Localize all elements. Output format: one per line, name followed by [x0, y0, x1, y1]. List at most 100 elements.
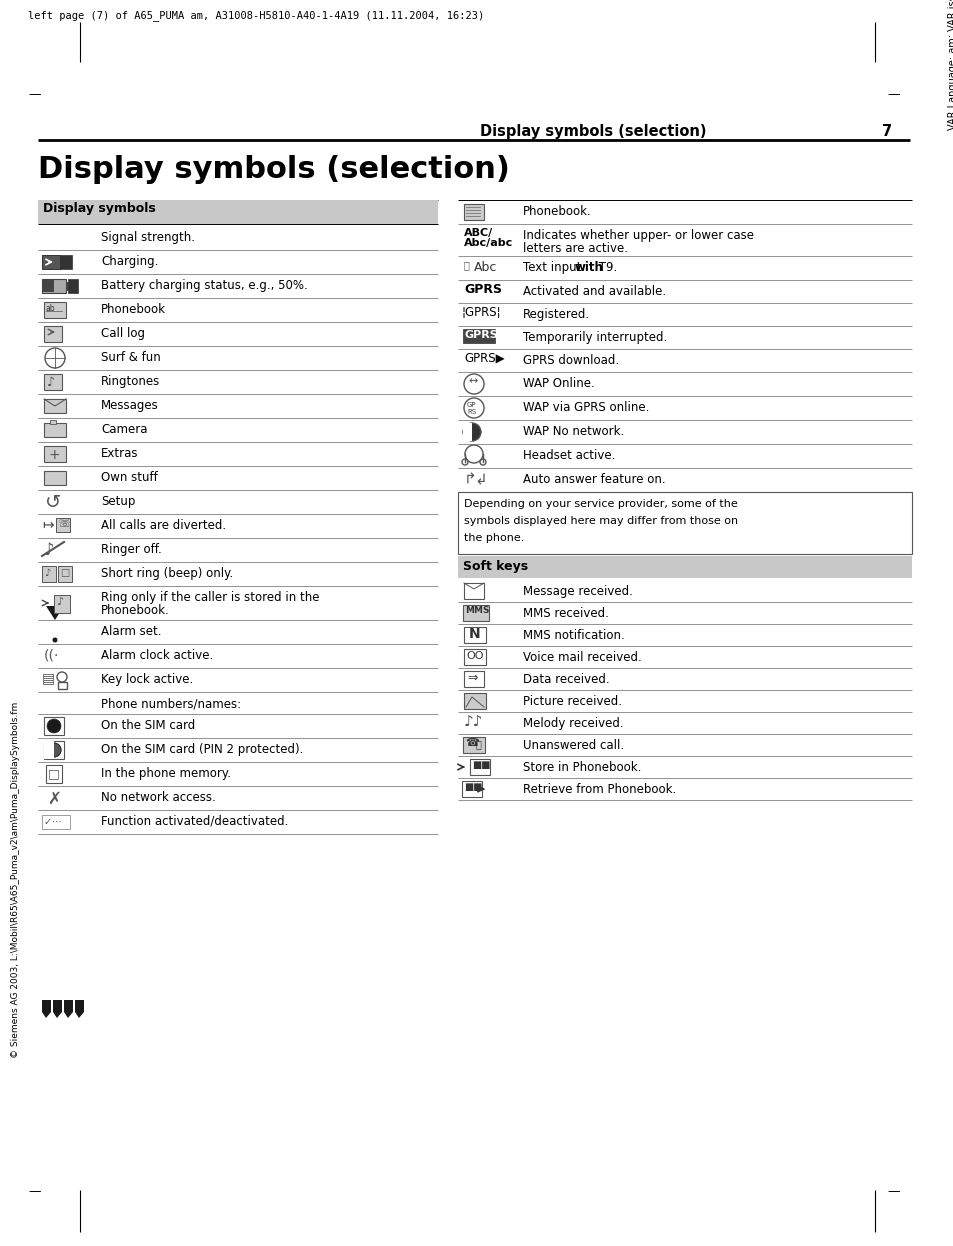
Bar [463, 693, 485, 709]
Text: Battery charging status, e.g., 50%.: Battery charging status, e.g., 50%. [101, 279, 308, 292]
Text: ⧗: ⧗ [476, 739, 481, 749]
Text: letters are active.: letters are active. [522, 242, 627, 255]
Text: □: □ [60, 568, 70, 578]
Text: ⓣ: ⓣ [463, 260, 470, 270]
Bar [462, 422, 472, 441]
Text: GP: GP [467, 402, 476, 407]
Text: Alarm clock active.: Alarm clock active. [101, 649, 213, 662]
Bar [68, 279, 78, 293]
Text: Text input: Text input [522, 260, 584, 274]
Text: Ring only if the caller is stored in the: Ring only if the caller is stored in the [101, 591, 319, 604]
Bar [58, 682, 67, 689]
Text: ↱: ↱ [463, 472, 476, 487]
Bar [44, 446, 66, 462]
Text: Abc: Abc [474, 260, 497, 274]
Text: Phonebook.: Phonebook. [522, 206, 591, 218]
Text: Phonebook: Phonebook [101, 303, 166, 316]
Text: WAP Online.: WAP Online. [522, 378, 594, 390]
Text: Soft keys: Soft keys [462, 559, 528, 573]
Bar [462, 606, 489, 621]
Text: Key lock active.: Key lock active. [101, 673, 193, 687]
Text: Retrieve from Phonebook.: Retrieve from Phonebook. [522, 782, 676, 796]
Bar [43, 280, 54, 292]
Text: GPRS▶: GPRS▶ [463, 353, 504, 365]
Bar [470, 759, 490, 775]
Text: GPRS: GPRS [463, 283, 501, 297]
Text: ((·: ((· [44, 648, 59, 662]
Bar [463, 583, 483, 599]
Bar [66, 282, 69, 290]
Text: —: — [28, 1185, 40, 1197]
Text: All calls are diverted.: All calls are diverted. [101, 520, 226, 532]
Text: ☏: ☏ [57, 520, 71, 530]
Bar [42, 255, 60, 269]
Circle shape [47, 743, 61, 758]
Text: Camera: Camera [101, 422, 148, 436]
Text: with: with [575, 260, 603, 274]
Text: GPRS download.: GPRS download. [522, 354, 618, 368]
Text: left page (7) of A65_PUMA am, A31008-H5810-A40-1-4A19 (11.11.2004, 16:23): left page (7) of A65_PUMA am, A31008-H58… [28, 10, 484, 21]
Text: Headset active.: Headset active. [522, 449, 615, 462]
Text: Surf & fun: Surf & fun [101, 351, 161, 364]
Text: © Siemens AG 2003, L:\Mobil\R65\A65_Puma_v2\am\Puma_DisplaySymbols.fm: © Siemens AG 2003, L:\Mobil\R65\A65_Puma… [11, 701, 20, 1058]
Bar [46, 765, 62, 782]
Text: ♪♪: ♪♪ [463, 715, 483, 730]
Bar [42, 279, 66, 293]
Text: ♪: ♪ [44, 541, 54, 559]
Circle shape [52, 638, 57, 643]
Bar [56, 518, 70, 532]
Text: ☎: ☎ [464, 738, 478, 748]
Text: ↔: ↔ [468, 376, 476, 386]
Text: ✗: ✗ [47, 790, 61, 807]
Text: Voice mail received.: Voice mail received. [522, 650, 641, 664]
Text: On the SIM card (PIN 2 protected).: On the SIM card (PIN 2 protected). [101, 743, 303, 756]
Text: Extras: Extras [101, 447, 138, 460]
Bar [44, 326, 62, 341]
Text: MMS received.: MMS received. [522, 607, 608, 621]
Bar [50, 420, 56, 424]
Text: —: — [28, 88, 40, 101]
Bar [44, 741, 54, 759]
Bar [462, 736, 484, 753]
Text: Messages: Messages [101, 399, 158, 412]
Bar [54, 596, 70, 613]
Bar [462, 329, 495, 343]
Bar [463, 649, 485, 665]
Text: ⋯: ⋯ [52, 817, 62, 827]
Text: ■■: ■■ [472, 760, 490, 770]
Text: Phonebook.: Phonebook. [101, 604, 170, 617]
Text: MMS: MMS [464, 606, 489, 616]
Text: Alarm set.: Alarm set. [101, 625, 161, 638]
Text: Picture received.: Picture received. [522, 695, 621, 708]
Text: Phone numbers/names:: Phone numbers/names: [101, 697, 241, 710]
Text: Call log: Call log [101, 326, 145, 340]
Text: Setup: Setup [101, 495, 135, 508]
Bar [44, 399, 66, 412]
Text: ♪: ♪ [47, 376, 55, 389]
Text: Unanswered call.: Unanswered call. [522, 739, 623, 753]
Text: Abc/abc: Abc/abc [463, 238, 513, 248]
Text: 7: 7 [882, 125, 891, 140]
Bar [44, 302, 66, 318]
Bar [44, 471, 66, 485]
Text: ▤: ▤ [42, 672, 55, 685]
Bar [44, 741, 64, 759]
Text: Activated and available.: Activated and available. [522, 285, 665, 298]
Text: ♪: ♪ [44, 568, 51, 578]
Polygon shape [42, 1001, 51, 1018]
Polygon shape [75, 1001, 84, 1018]
Text: MMS notification.: MMS notification. [522, 629, 624, 642]
Text: WAP via GPRS online.: WAP via GPRS online. [522, 401, 649, 414]
Text: No network access.: No network access. [101, 791, 215, 804]
Bar [461, 781, 481, 797]
Bar [38, 201, 437, 224]
Bar [44, 374, 62, 390]
Text: —: — [886, 88, 899, 101]
Bar [60, 255, 71, 269]
Text: GPRS: GPRS [464, 330, 498, 340]
Text: Signal strength.: Signal strength. [101, 231, 194, 244]
Text: Temporarily interrupted.: Temporarily interrupted. [522, 331, 666, 344]
Text: ¦GPRS¦: ¦GPRS¦ [461, 307, 501, 319]
Text: ↦: ↦ [42, 518, 53, 532]
Bar [463, 204, 483, 221]
